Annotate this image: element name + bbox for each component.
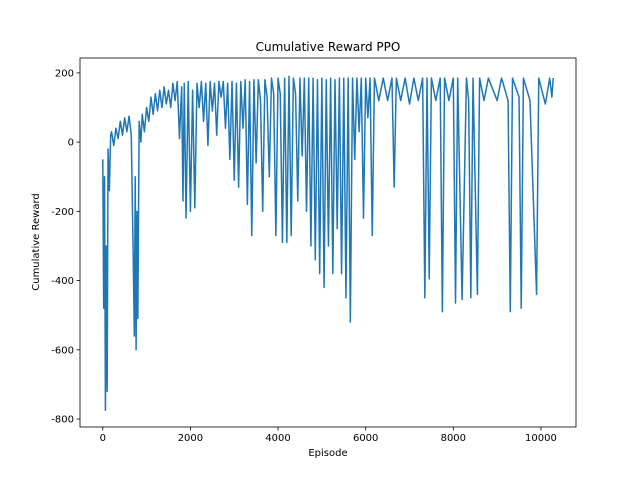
y-tick-label: 200 <box>55 68 74 79</box>
x-tick-label: 6000 <box>353 433 378 444</box>
x-tick-label: 0 <box>100 433 106 444</box>
y-axis-label: Cumulative Reward <box>31 193 42 291</box>
y-tick-label: -400 <box>51 276 74 287</box>
plot-frame <box>79 57 577 428</box>
x-axis-label: Episode <box>308 448 347 459</box>
y-tick-label: -600 <box>51 345 74 356</box>
chart-title: Cumulative Reward PPO <box>256 40 401 54</box>
x-tick-label: 8000 <box>441 433 466 444</box>
y-tick-label: -200 <box>51 207 74 218</box>
data-line <box>102 75 554 412</box>
x-tick-label: 2000 <box>178 433 203 444</box>
y-tick-label: -800 <box>51 415 74 426</box>
y-tick-label: 0 <box>68 138 74 149</box>
x-tick-label: 10000 <box>525 433 557 444</box>
x-tick-label: 4000 <box>265 433 290 444</box>
